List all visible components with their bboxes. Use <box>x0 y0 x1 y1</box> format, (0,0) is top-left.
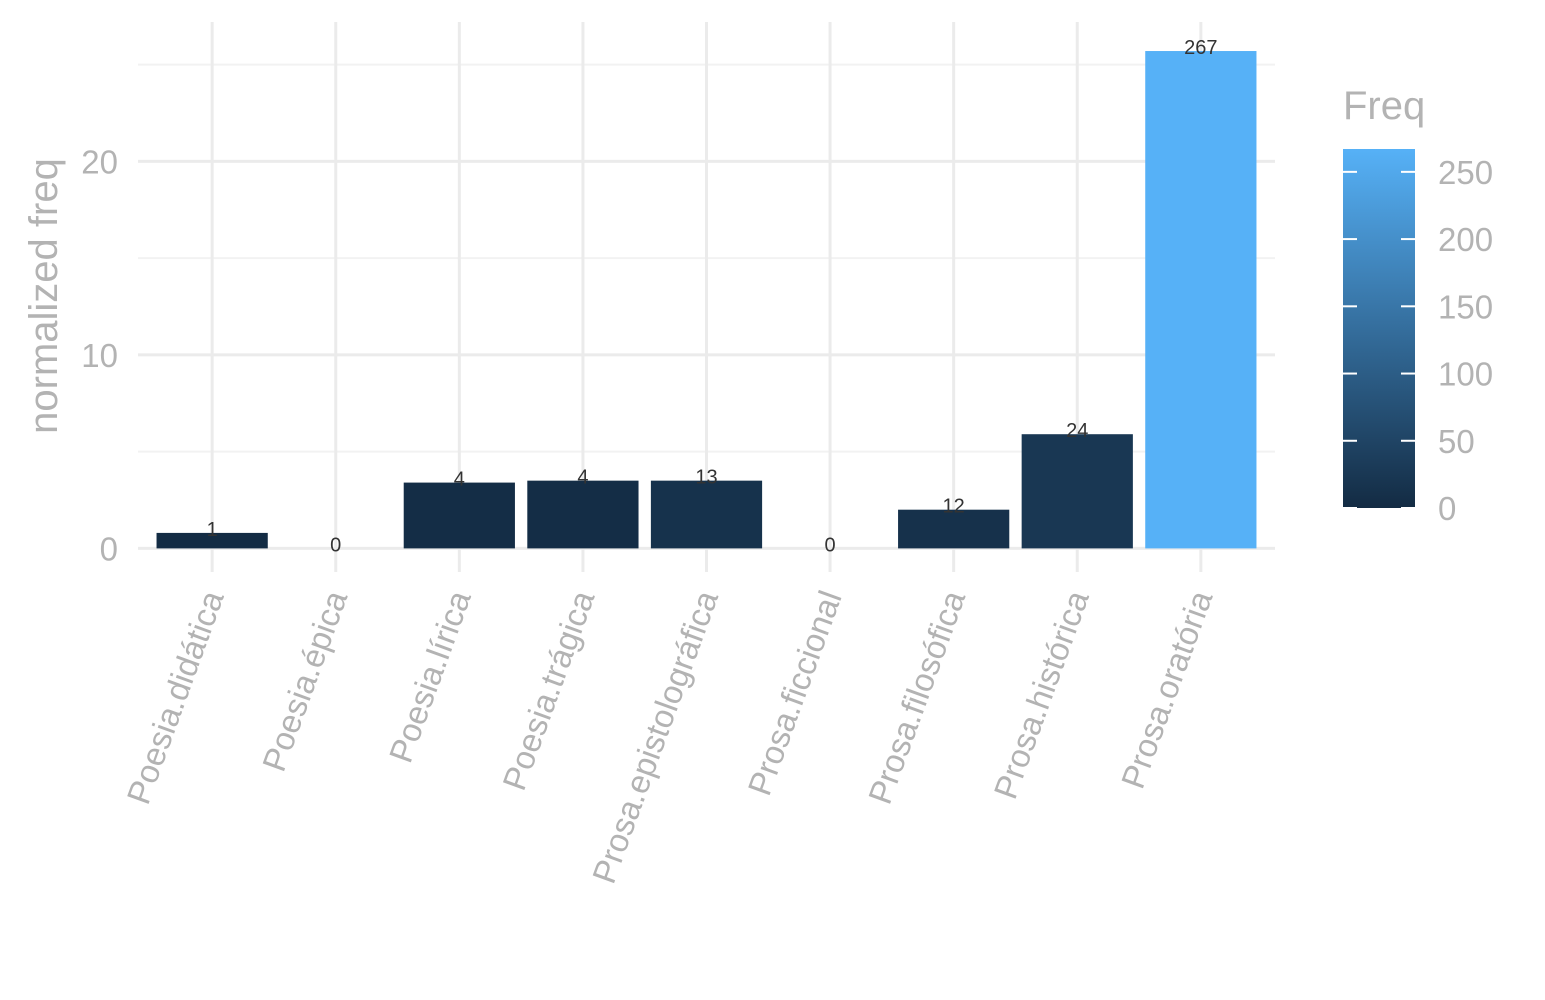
bar-value-label: 24 <box>1066 420 1088 442</box>
bar-value-label: 267 <box>1184 37 1217 59</box>
legend-tick-label: 50 <box>1438 423 1475 460</box>
bar-value-label: 0 <box>825 534 836 556</box>
bar <box>1145 51 1257 549</box>
bar <box>527 480 639 549</box>
legend-ticks: 0 50 100 150 200 250 <box>1343 154 1493 527</box>
y-tick-label: 10 <box>81 337 118 374</box>
x-tick-label: Prosa.oratória <box>1114 585 1220 793</box>
x-tick-label: Prosa.epistolográfica <box>585 585 725 888</box>
x-tick-label: Prosa.filosófica <box>861 585 973 809</box>
y-tick-label: 20 <box>81 143 118 180</box>
legend-tick-label: 200 <box>1438 221 1493 258</box>
legend-tick-label: 0 <box>1438 490 1456 527</box>
y-axis-ticks: 0 10 20 <box>81 143 118 567</box>
bar-value-label: 12 <box>943 496 965 518</box>
legend-colorbar <box>1343 149 1415 508</box>
x-tick-label: Poesia.épica <box>255 585 355 776</box>
bar-labels: 1 0 4 4 13 0 12 24 267 <box>207 37 1218 556</box>
x-tick-label: Poesia.didática <box>119 585 231 809</box>
y-tick-label: 0 <box>100 530 118 567</box>
bar-value-label: 13 <box>695 467 717 489</box>
x-tick-label: Poesia.trágica <box>495 585 602 795</box>
legend-title: Freq <box>1343 84 1425 128</box>
bar <box>403 482 515 549</box>
x-tick-label: Poesia.lírica <box>382 585 478 767</box>
x-tick-label: Prosa.ficcional <box>740 586 848 800</box>
bars <box>156 51 1257 549</box>
bar-value-label: 4 <box>577 467 588 489</box>
bar <box>650 480 763 549</box>
bar-value-label: 1 <box>207 519 218 541</box>
bar-value-label: 4 <box>454 469 465 491</box>
legend-tick-label: 250 <box>1438 154 1493 191</box>
bar-value-label: 0 <box>330 534 341 556</box>
bar <box>898 509 1010 549</box>
x-tick-label: Prosa.histórica <box>986 585 1096 803</box>
bar <box>156 532 268 549</box>
y-axis-title: normalized freq <box>22 158 66 434</box>
legend-tick-label: 100 <box>1438 356 1493 393</box>
legend-tick-label: 150 <box>1438 288 1493 325</box>
legend: Freq 0 50 100 150 200 250 <box>1343 84 1493 527</box>
x-axis-ticks: Poesia.didática Poesia.épica Poesia.lírica… <box>119 585 1219 888</box>
bar <box>1021 434 1133 549</box>
